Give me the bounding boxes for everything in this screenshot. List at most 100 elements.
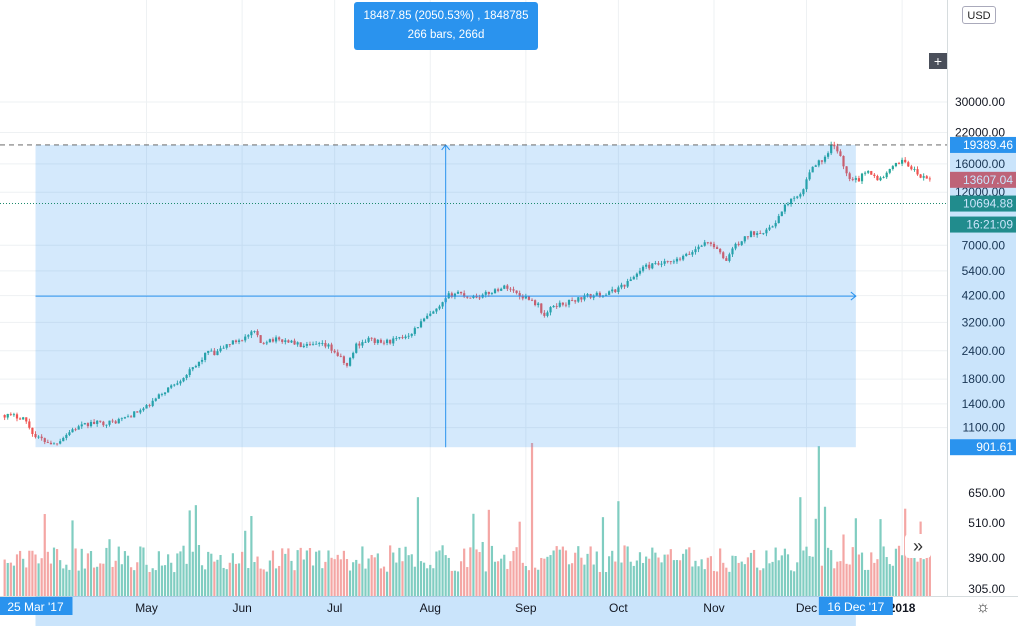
candle-body <box>876 175 879 181</box>
measure-tooltip: 18487.85 (2050.53%) , 1848785 266 bars, … <box>354 2 538 50</box>
volume-bar <box>654 552 657 596</box>
candle <box>207 350 210 356</box>
volume-bar <box>805 546 808 596</box>
volume-bar <box>709 556 712 596</box>
candle-body <box>244 336 247 341</box>
candle <box>330 342 333 354</box>
candle-body <box>330 344 333 351</box>
candle-body <box>207 350 210 353</box>
candle <box>253 330 256 334</box>
volume-bar <box>401 561 404 596</box>
candle <box>611 286 614 294</box>
settings-icon[interactable]: ☼ <box>975 599 991 616</box>
volume-bar <box>715 571 719 596</box>
candle <box>160 392 164 397</box>
candle-body <box>688 253 691 255</box>
volume-bar <box>783 548 787 596</box>
candle-body <box>395 338 398 339</box>
volume-bar <box>799 497 802 596</box>
volume-bar <box>685 549 688 596</box>
volume-bar <box>682 553 685 596</box>
candle-body <box>459 291 463 294</box>
candle <box>666 260 669 264</box>
candle-body <box>204 352 207 360</box>
candle-body <box>842 155 845 167</box>
candle-body <box>537 303 540 306</box>
volume-bar <box>635 560 638 596</box>
candle-body <box>916 169 919 175</box>
candle <box>185 374 188 381</box>
candle-body <box>290 340 293 343</box>
candle <box>632 275 635 280</box>
volume-bar <box>142 547 145 596</box>
candle <box>700 244 703 247</box>
price-tick-label: 5400.00 <box>962 264 1006 278</box>
volume-bar <box>398 547 401 596</box>
candle <box>620 282 623 290</box>
volume-bar <box>352 562 355 596</box>
candle-body <box>731 248 734 255</box>
candle-body <box>592 295 595 298</box>
time-tick-label: Dec <box>796 601 817 615</box>
volume-bar <box>287 548 290 596</box>
candle <box>6 413 9 420</box>
candle <box>580 297 583 303</box>
candle-body <box>823 156 827 162</box>
candle <box>3 414 6 421</box>
volume-bar <box>802 550 805 596</box>
candle <box>348 356 352 367</box>
candle-body <box>364 341 367 343</box>
candle-body <box>515 290 518 294</box>
candle <box>712 241 716 249</box>
candle-body <box>315 343 318 345</box>
candle-body <box>808 172 811 180</box>
candle <box>490 292 494 296</box>
currency-button[interactable]: USD <box>962 6 996 24</box>
candle <box>25 417 28 424</box>
candle-body <box>857 178 861 182</box>
candle <box>574 299 577 304</box>
volume-bar <box>126 555 130 596</box>
candle <box>179 379 182 386</box>
candle-body <box>163 392 167 395</box>
candle-body <box>284 340 287 342</box>
price-tick-label: 22000.00 <box>955 126 1005 140</box>
volume-bar <box>256 556 259 596</box>
volume-bar <box>108 539 111 596</box>
candle <box>904 157 907 164</box>
candle-body <box>136 411 139 413</box>
crosshair-add-icon[interactable]: + <box>929 53 947 69</box>
volume-bar <box>879 519 882 596</box>
candle <box>867 170 870 175</box>
candle-body <box>413 328 416 334</box>
measure-range-text: 266 bars, 266d <box>407 29 485 41</box>
candle-body <box>734 243 737 249</box>
candle-body <box>456 291 460 294</box>
candle <box>894 162 898 168</box>
candle <box>916 166 919 176</box>
candle-body <box>68 432 71 435</box>
candle <box>672 259 675 265</box>
candle <box>796 195 799 200</box>
volume-bar <box>241 551 244 596</box>
candle <box>697 244 700 253</box>
volume-bar <box>611 550 614 596</box>
candle-body <box>512 289 515 291</box>
candle <box>592 294 595 301</box>
candle <box>555 303 558 309</box>
candle <box>167 387 170 393</box>
volume-bar <box>475 549 478 596</box>
volume-bar <box>552 550 555 596</box>
volume-bar <box>543 558 546 596</box>
volume-bar <box>826 547 830 596</box>
scroll-forward-icon[interactable]: » <box>905 534 931 558</box>
candle <box>305 341 308 349</box>
candle-body <box>426 315 429 319</box>
candle <box>163 392 167 396</box>
candle <box>657 261 660 266</box>
volume-bar <box>811 556 814 596</box>
candle-body <box>802 189 805 195</box>
volume-bar <box>293 570 296 596</box>
volume-bar <box>752 549 756 596</box>
